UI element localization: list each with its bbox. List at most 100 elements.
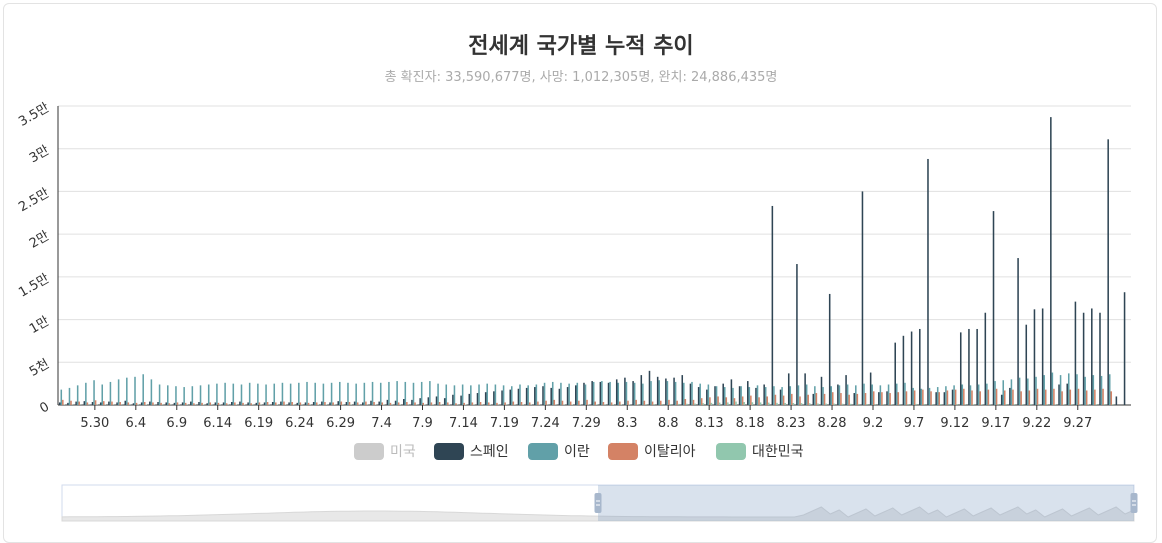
bar-스페인 bbox=[198, 402, 200, 405]
bar-스페인 bbox=[190, 402, 192, 405]
bar-이란 bbox=[699, 384, 701, 405]
bar-이란 bbox=[192, 386, 194, 405]
bar-이란 bbox=[708, 385, 710, 406]
bar-스페인 bbox=[493, 391, 495, 405]
bar-스페인 bbox=[559, 389, 561, 405]
bar-이탈리아 bbox=[734, 398, 736, 405]
legend-label: 미국 bbox=[390, 444, 416, 460]
bar-스페인 bbox=[165, 402, 167, 405]
bar-대한민국 bbox=[842, 404, 844, 405]
bar-대한민국 bbox=[662, 404, 664, 405]
y-tick-label: 0 bbox=[37, 399, 52, 416]
bar-이탈리아 bbox=[529, 402, 531, 405]
bar-이탈리아 bbox=[226, 403, 228, 405]
bar-스페인 bbox=[591, 381, 593, 405]
bar-스페인 bbox=[550, 388, 552, 405]
zoom-selected-range bbox=[598, 485, 1134, 521]
bar-이란 bbox=[478, 385, 480, 406]
bar-스페인 bbox=[1001, 395, 1003, 405]
bar-스페인 bbox=[116, 402, 118, 405]
legend-item-미국[interactable]: 미국 bbox=[354, 443, 416, 460]
bar-이란 bbox=[560, 383, 562, 405]
bar-대한민국 bbox=[285, 404, 287, 405]
bar-이란 bbox=[880, 385, 882, 405]
bar-이란 bbox=[380, 383, 382, 405]
bar-스페인 bbox=[1083, 313, 1085, 405]
bar-이탈리아 bbox=[889, 393, 891, 405]
bar-이란 bbox=[118, 379, 120, 405]
data-zoom-slider[interactable] bbox=[62, 485, 1138, 521]
bar-이탈리아 bbox=[1037, 389, 1039, 405]
bar-대한민국 bbox=[1112, 404, 1114, 405]
x-tick-label: 6.4 bbox=[125, 416, 146, 431]
bar-이탈리아 bbox=[930, 391, 932, 405]
bar-이탈리아 bbox=[234, 402, 236, 405]
bar-스페인 bbox=[739, 386, 741, 405]
bar-이탈리아 bbox=[316, 402, 318, 405]
legend-label: 이란 bbox=[564, 444, 590, 460]
bar-스페인 bbox=[526, 388, 528, 405]
bar-이란 bbox=[1052, 373, 1054, 405]
bar-스페인 bbox=[231, 402, 233, 405]
legend-item-스페인[interactable]: 스페인 bbox=[434, 443, 509, 460]
legend-item-대한민국[interactable]: 대한민국 bbox=[716, 443, 804, 460]
bar-스페인 bbox=[747, 381, 749, 405]
bar-이탈리아 bbox=[652, 402, 654, 405]
bar-스페인 bbox=[583, 383, 585, 405]
x-tick-label: 6.14 bbox=[203, 416, 232, 431]
bar-이란 bbox=[855, 385, 857, 405]
bar-이탈리아 bbox=[857, 394, 859, 405]
bar-이란 bbox=[200, 385, 202, 405]
bar-스페인 bbox=[755, 388, 757, 405]
bar-이탈리아 bbox=[1086, 390, 1088, 405]
bar-이란 bbox=[323, 384, 325, 405]
bar-이란 bbox=[355, 384, 357, 405]
bar-이란 bbox=[241, 385, 243, 406]
bar-이란 bbox=[183, 387, 185, 405]
bar-이란 bbox=[830, 386, 832, 405]
bar-이탈리아 bbox=[504, 402, 506, 405]
bar-스페인 bbox=[853, 393, 855, 405]
bar-이탈리아 bbox=[259, 402, 261, 405]
bar-스페인 bbox=[133, 403, 135, 405]
bar-이탈리아 bbox=[177, 402, 179, 405]
bar-스페인 bbox=[1009, 388, 1011, 405]
legend-item-이란[interactable]: 이란 bbox=[528, 443, 590, 460]
bar-대한민국 bbox=[989, 404, 991, 405]
bar-스페인 bbox=[297, 403, 299, 405]
bar-이란 bbox=[863, 384, 865, 405]
bar-이란 bbox=[544, 383, 546, 405]
y-tick-label: 5천 bbox=[27, 357, 52, 380]
bar-이란 bbox=[437, 384, 439, 405]
bar-이탈리아 bbox=[152, 402, 154, 405]
bar-이탈리아 bbox=[267, 402, 269, 405]
bar-이란 bbox=[445, 385, 447, 406]
bar-이란 bbox=[814, 386, 816, 405]
bar-이탈리아 bbox=[898, 392, 900, 405]
bar-스페인 bbox=[215, 402, 217, 405]
bar-스페인 bbox=[92, 402, 94, 405]
bar-스페인 bbox=[305, 402, 307, 405]
bar-대한민국 bbox=[1055, 404, 1057, 405]
bar-이탈리아 bbox=[988, 390, 990, 405]
bar-이탈리아 bbox=[832, 392, 834, 405]
x-tick-label: 8.3 bbox=[617, 416, 638, 431]
bar-스페인 bbox=[641, 375, 643, 405]
bar-대한민국 bbox=[768, 403, 770, 405]
bar-스페인 bbox=[878, 392, 880, 405]
bar-대한민국 bbox=[965, 404, 967, 405]
bar-이란 bbox=[454, 385, 456, 405]
bar-대한민국 bbox=[670, 404, 672, 405]
bar-이탈리아 bbox=[1020, 391, 1022, 405]
bar-이란 bbox=[904, 383, 906, 405]
bar-이탈리아 bbox=[1078, 389, 1080, 405]
bar-이란 bbox=[224, 383, 226, 405]
bar-이탈리아 bbox=[472, 402, 474, 405]
x-tick-label: 6.9 bbox=[166, 416, 187, 431]
bar-대한민국 bbox=[596, 404, 598, 405]
bar-이란 bbox=[462, 385, 464, 406]
bar-이란 bbox=[765, 387, 767, 405]
bar-스페인 bbox=[387, 400, 389, 405]
legend-item-이탈리아[interactable]: 이탈리아 bbox=[608, 443, 696, 460]
bar-대한민국 bbox=[784, 403, 786, 405]
